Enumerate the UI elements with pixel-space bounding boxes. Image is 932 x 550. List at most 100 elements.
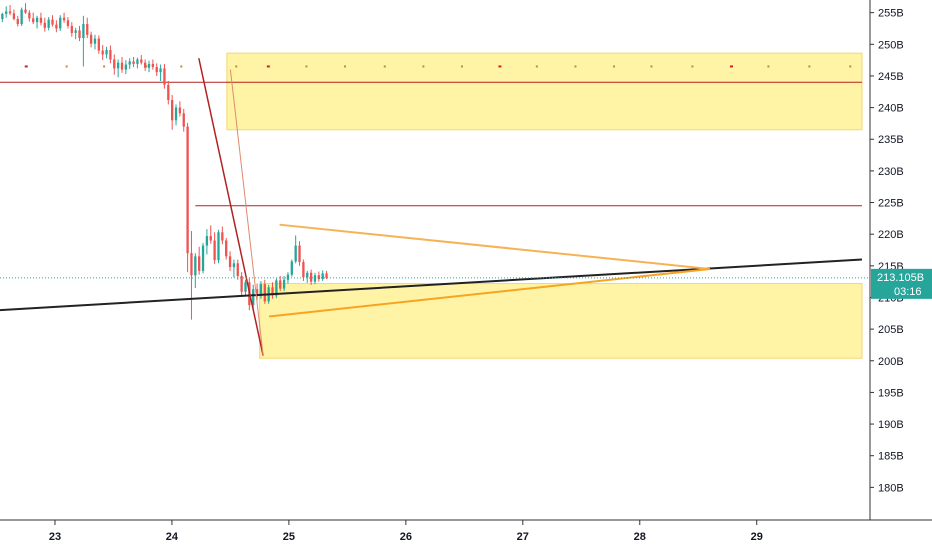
candle-body — [294, 245, 297, 262]
candle — [39, 12, 43, 26]
candle-body — [128, 61, 131, 65]
marker-dot — [574, 65, 577, 68]
y-tick-label: 235B — [878, 134, 904, 146]
candle-body — [190, 253, 193, 276]
y-tick-label: 255B — [878, 8, 904, 20]
candle-body — [109, 50, 112, 60]
candle — [282, 275, 286, 292]
candle — [105, 46, 108, 59]
candle-body — [12, 13, 16, 19]
candle — [128, 58, 131, 69]
y-tick-label: 245B — [878, 71, 904, 83]
candle-body — [255, 289, 259, 297]
x-tick-label: 23 — [49, 531, 61, 543]
candle — [255, 283, 259, 301]
candle-body — [55, 24, 58, 29]
candle-body — [116, 62, 120, 69]
candle-body — [39, 17, 43, 23]
candle-body — [167, 84, 170, 101]
candle — [325, 270, 328, 280]
candle-body — [5, 11, 8, 14]
y-tick-label: 220B — [878, 229, 904, 241]
candle — [240, 272, 243, 296]
zone-1 — [259, 283, 863, 359]
candle-body — [225, 240, 228, 257]
candle — [101, 44, 104, 61]
candle-body — [286, 274, 290, 280]
candle-body — [263, 284, 266, 302]
candle — [313, 272, 317, 285]
candle-body — [171, 100, 174, 121]
trendline-1 — [279, 223, 711, 270]
candle-body — [97, 38, 100, 51]
candle-body — [140, 59, 143, 63]
candle — [8, 5, 12, 16]
marker-dot — [383, 65, 386, 68]
x-tick-label: 26 — [400, 531, 412, 543]
candle — [209, 225, 212, 244]
candle — [182, 108, 185, 132]
candle — [35, 15, 39, 29]
candle — [198, 246, 201, 275]
candle-body — [209, 236, 212, 241]
candle-body — [298, 245, 301, 263]
candle — [97, 35, 100, 54]
candle-body — [147, 63, 151, 68]
marker-dot — [235, 65, 238, 68]
candle-body — [244, 282, 247, 292]
candle — [47, 17, 50, 31]
candle — [62, 12, 66, 23]
candle-body — [101, 50, 104, 55]
candle — [1, 12, 4, 23]
candle — [113, 54, 116, 75]
last-price-badge: 213.105B 03:16 — [871, 268, 932, 299]
y-tick-label: 200B — [878, 356, 904, 368]
candle-body — [271, 287, 274, 296]
candle — [140, 55, 143, 65]
candle-body — [155, 67, 158, 73]
time-axis[interactable]: 23 24 25 26 27 28 29 — [49, 520, 763, 543]
candle — [147, 60, 151, 73]
marker-dot — [498, 65, 502, 68]
candle-body — [51, 19, 54, 25]
marker-dot — [24, 65, 28, 68]
y-tick-label: 230B — [878, 166, 904, 178]
candle — [174, 104, 178, 126]
candle-body — [16, 18, 19, 25]
marker-dot — [767, 65, 770, 68]
candle-body — [32, 18, 35, 23]
candle — [93, 34, 97, 50]
marker-dot — [422, 65, 425, 68]
price-axis[interactable]: 255B250B245B240B235B230B225B220B215B210B… — [870, 8, 904, 495]
x-tick-label: 25 — [283, 531, 295, 543]
marker-dot — [266, 65, 270, 68]
trendline-4 — [229, 69, 264, 356]
candle — [28, 10, 31, 22]
candle — [59, 15, 62, 32]
candle-body — [28, 12, 31, 19]
candle-body — [82, 24, 85, 38]
candle — [286, 272, 290, 284]
candle-body — [309, 272, 313, 282]
marker-dot — [691, 65, 694, 68]
trendline-2 — [268, 267, 711, 318]
candle-body — [186, 126, 189, 254]
candle — [43, 17, 46, 32]
candle-body — [282, 279, 286, 289]
countdown-label: 03:16 — [894, 286, 922, 298]
candle — [155, 63, 158, 76]
candle-body — [78, 30, 81, 38]
y-tick-label: 190B — [878, 419, 904, 431]
candle-body — [317, 275, 320, 280]
candle-body — [120, 62, 124, 70]
candle-body — [275, 280, 278, 296]
candle — [78, 25, 81, 42]
candle-body — [74, 30, 77, 33]
candle — [252, 284, 255, 309]
candle-body — [194, 256, 197, 276]
candle — [24, 3, 27, 14]
trendline-0 — [0, 258, 863, 312]
y-tick-label: 180B — [878, 482, 904, 494]
candle — [194, 253, 197, 288]
